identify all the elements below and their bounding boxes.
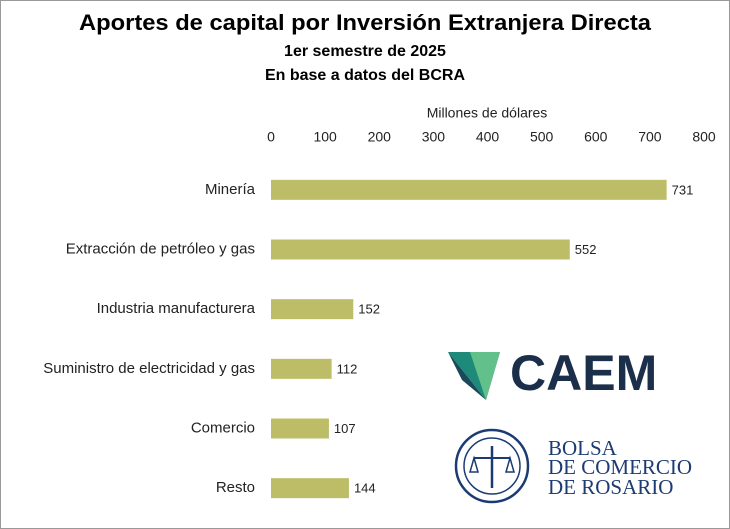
- bar: [271, 478, 349, 499]
- x-tick-label: 700: [638, 129, 662, 145]
- category-label: Comercio: [191, 419, 255, 436]
- x-tick-label: 200: [368, 129, 392, 145]
- x-tick-label: 400: [476, 129, 500, 145]
- bcr-logo: BOLSA DE COMERCIO DE ROSARIO: [454, 428, 692, 504]
- logo-text: CAEM: [510, 345, 657, 401]
- chart-subtitle: 1er semestre de 2025: [284, 43, 446, 60]
- bar: [271, 299, 354, 320]
- chart-subtitle: En base a datos del BCRA: [265, 67, 465, 84]
- x-tick-label: 0: [267, 129, 275, 145]
- category-label: Resto: [216, 479, 255, 496]
- category-label: Minería: [205, 181, 256, 198]
- value-label: 152: [358, 302, 380, 317]
- axis-label: Millones de dólares: [427, 105, 548, 121]
- x-tick-label: 500: [530, 129, 554, 145]
- bar: [271, 418, 329, 439]
- category-label: Extracción de petróleo y gas: [66, 240, 255, 257]
- value-label: 107: [334, 421, 356, 436]
- x-tick-label: 600: [584, 129, 608, 145]
- caem-logo: CAEM: [448, 345, 657, 401]
- x-tick-label: 800: [692, 129, 716, 145]
- value-label: 552: [575, 242, 597, 257]
- logo-text: DE ROSARIO: [548, 475, 673, 499]
- bar: [271, 239, 570, 260]
- logo-text: DE COMERCIO: [548, 455, 692, 479]
- value-label: 112: [337, 361, 358, 376]
- bar: [271, 179, 667, 200]
- value-label: 731: [672, 182, 694, 197]
- value-label: 144: [354, 481, 376, 496]
- category-label: Industria manufacturera: [97, 300, 256, 317]
- logo-text: BOLSA: [548, 436, 618, 460]
- chart-title: Aportes de capital por Inversión Extranj…: [79, 10, 652, 35]
- x-tick-label: 300: [422, 129, 446, 145]
- category-label: Suministro de electricidad y gas: [43, 360, 255, 377]
- bar: [271, 358, 332, 379]
- x-tick-label: 100: [313, 129, 337, 145]
